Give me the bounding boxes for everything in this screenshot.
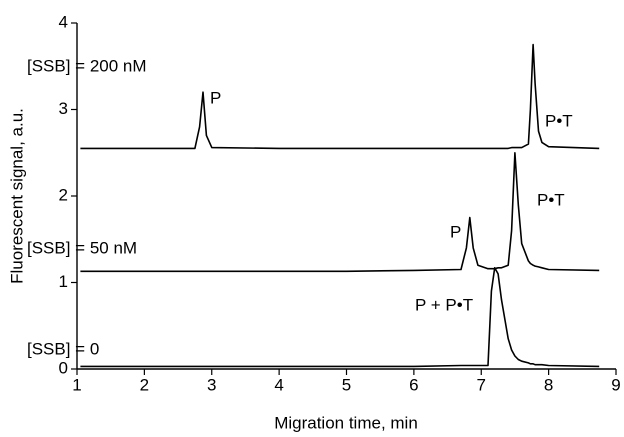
trace [80,43,600,150]
x-tick-label: 9 [611,375,620,394]
y-tick-label: 4 [59,12,68,31]
peak-label: P•T [537,190,565,209]
x-tick-label: 6 [409,375,418,394]
peak-label: P•T [545,111,573,130]
trace [80,152,600,273]
x-tick-label: 3 [207,375,216,394]
trace [80,267,600,368]
x-tick-label: 5 [342,375,351,394]
x-tick-label: 2 [140,375,149,394]
y-tick-label: 3 [59,99,68,118]
trace-label: [SSB] = 200 nM [27,56,147,75]
peak-label: P [450,222,461,241]
trace-label: [SSB] = 50 nM [27,238,137,257]
peak-label: P [210,88,221,107]
y-tick-label: 1 [59,272,68,291]
peak-label: P + P•T [415,295,473,314]
x-tick-label: 4 [274,375,283,394]
y-axis-label: Fluorescent signal, a.u. [7,108,26,284]
x-tick-label: 1 [72,375,81,394]
y-tick-label: 0 [59,358,68,377]
x-tick-label: 8 [544,375,553,394]
x-axis-label: Migration time, min [274,413,418,432]
x-tick-label: 7 [477,375,486,394]
y-tick-label: 2 [59,185,68,204]
trace-label: [SSB] = 0 [27,339,99,358]
